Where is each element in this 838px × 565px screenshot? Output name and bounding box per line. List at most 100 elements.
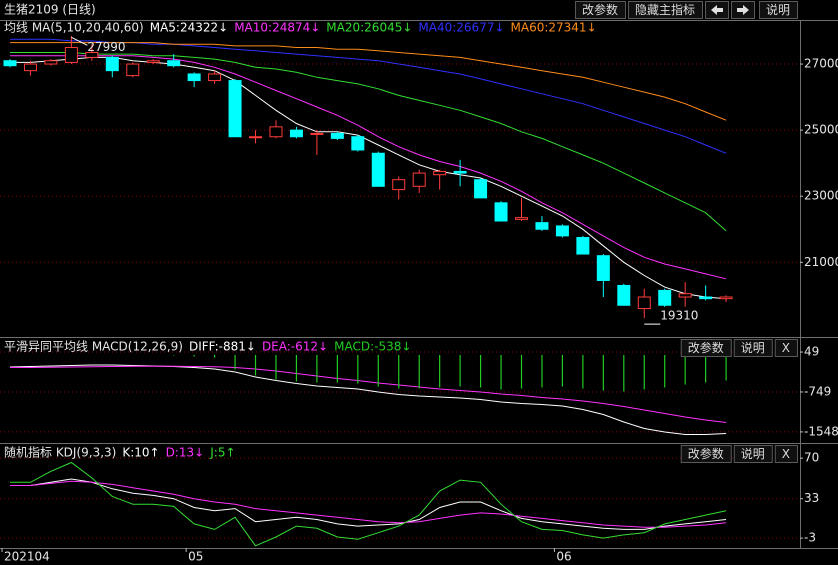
button-label: 改参数 xyxy=(582,2,618,17)
button-label: 改参数 xyxy=(688,340,724,355)
button-label: 改参数 xyxy=(688,446,724,461)
button-box xyxy=(574,1,626,19)
legend-entry: MA10:24874↓ xyxy=(234,21,320,35)
candle-body xyxy=(474,179,488,199)
candle-body xyxy=(146,60,160,63)
candle-body xyxy=(269,126,283,138)
x-tick-label: 202104 xyxy=(4,550,50,564)
candle-body xyxy=(3,60,17,67)
candle-body xyxy=(453,170,467,174)
button-label: X xyxy=(782,447,790,461)
max-label: 27990 xyxy=(87,40,125,54)
y-tick-label: 23000 xyxy=(804,189,838,203)
button-label: 说明 xyxy=(741,340,765,355)
candle-body xyxy=(596,255,610,281)
candle-body xyxy=(228,80,242,138)
legend-entry: MA5:24322↓ xyxy=(150,21,228,35)
candle-body xyxy=(105,56,119,72)
button[interactable]: 隐藏主指标 xyxy=(627,1,703,19)
button[interactable]: 说明 xyxy=(758,1,798,19)
button-label: 隐藏主指标 xyxy=(635,2,695,17)
candle-body xyxy=(535,222,549,230)
button-label: X xyxy=(782,341,790,355)
button-box xyxy=(774,339,798,357)
candle-body xyxy=(126,63,140,77)
left-arrow-icon xyxy=(711,5,723,15)
legend-entry: MA40:26677↓ xyxy=(418,21,504,35)
x-tick-label: 06 xyxy=(556,550,571,564)
series-line xyxy=(10,42,727,121)
panel-title: 随机指标 KDJ(9,3,3) xyxy=(4,445,116,460)
legend-entry: MA60:27341↓ xyxy=(511,21,597,35)
button-label: 说明 xyxy=(766,2,790,17)
y-tick-label: 49 xyxy=(804,345,819,359)
y-tick-label: -3 xyxy=(804,531,816,545)
button-box xyxy=(733,339,773,357)
min-label: 19310 xyxy=(660,309,698,323)
button-box xyxy=(627,1,703,19)
annotation-leader xyxy=(71,36,88,46)
button-box xyxy=(680,339,732,357)
y-tick-label: -1548 xyxy=(804,424,838,438)
candle-body xyxy=(576,237,590,255)
series-line xyxy=(10,478,727,530)
button[interactable]: X xyxy=(774,339,798,357)
legend-entry: J:5↑ xyxy=(209,446,235,460)
button-label: 说明 xyxy=(741,446,765,461)
candle-body xyxy=(187,73,201,82)
candle-body xyxy=(433,170,447,176)
candle-body xyxy=(699,296,713,300)
candle-body xyxy=(371,152,385,187)
candle-body xyxy=(64,47,78,63)
candle-body xyxy=(494,202,508,222)
button[interactable]: 说明 xyxy=(733,445,773,463)
candle-body xyxy=(23,63,37,72)
y-tick-label: 70 xyxy=(804,451,819,465)
button-box xyxy=(758,1,798,19)
series-line xyxy=(10,52,727,232)
candle-body xyxy=(678,293,692,298)
y-tick-label: 25000 xyxy=(804,123,838,137)
legend-entry: MACD:-538↓ xyxy=(334,340,411,354)
candle-body xyxy=(310,132,324,135)
x-tick-label: 05 xyxy=(188,550,203,564)
candle-body xyxy=(392,179,406,191)
candle-body xyxy=(249,136,263,139)
panel-title: 均线 MA(5,10,20,40,60) xyxy=(4,21,144,35)
y-tick-label: 21000 xyxy=(804,255,838,269)
candle-body xyxy=(515,217,528,220)
candle-body xyxy=(351,136,365,151)
button[interactable]: 说明 xyxy=(733,339,773,357)
series-line xyxy=(10,55,727,280)
candle-body xyxy=(85,51,99,58)
candle-body xyxy=(289,129,303,138)
legend-entry: K:10↑ xyxy=(122,446,159,460)
candle-body xyxy=(658,289,672,306)
button[interactable]: 改参数 xyxy=(680,445,732,463)
button[interactable]: X xyxy=(774,445,798,463)
candle-body xyxy=(167,60,181,67)
chart-title: 生猪2109 (日线) xyxy=(4,3,96,17)
right-arrow-icon xyxy=(737,5,749,15)
button-box xyxy=(774,445,798,463)
legend-entry: MA20:26045↓ xyxy=(326,21,412,35)
y-tick-label: -749 xyxy=(804,384,831,398)
nav-arrows[interactable] xyxy=(705,1,755,19)
button-box xyxy=(733,445,773,463)
button[interactable]: 改参数 xyxy=(680,339,732,357)
candle-body xyxy=(617,284,631,306)
candle-body xyxy=(412,172,426,187)
button-box xyxy=(680,445,732,463)
button[interactable]: 改参数 xyxy=(574,1,626,19)
y-tick-label: 27000 xyxy=(804,57,838,71)
legend-entry: D:13↓ xyxy=(166,446,205,460)
candle-body xyxy=(330,132,344,139)
candle-body xyxy=(555,225,569,237)
candle-body xyxy=(44,60,58,65)
panel-title: 平滑异同平均线 MACD(12,26,9) xyxy=(4,340,183,354)
candle-body xyxy=(719,296,733,300)
legend-entry: DEA:-612↓ xyxy=(262,340,328,354)
legend-entry: DIFF:-881↓ xyxy=(189,340,256,354)
